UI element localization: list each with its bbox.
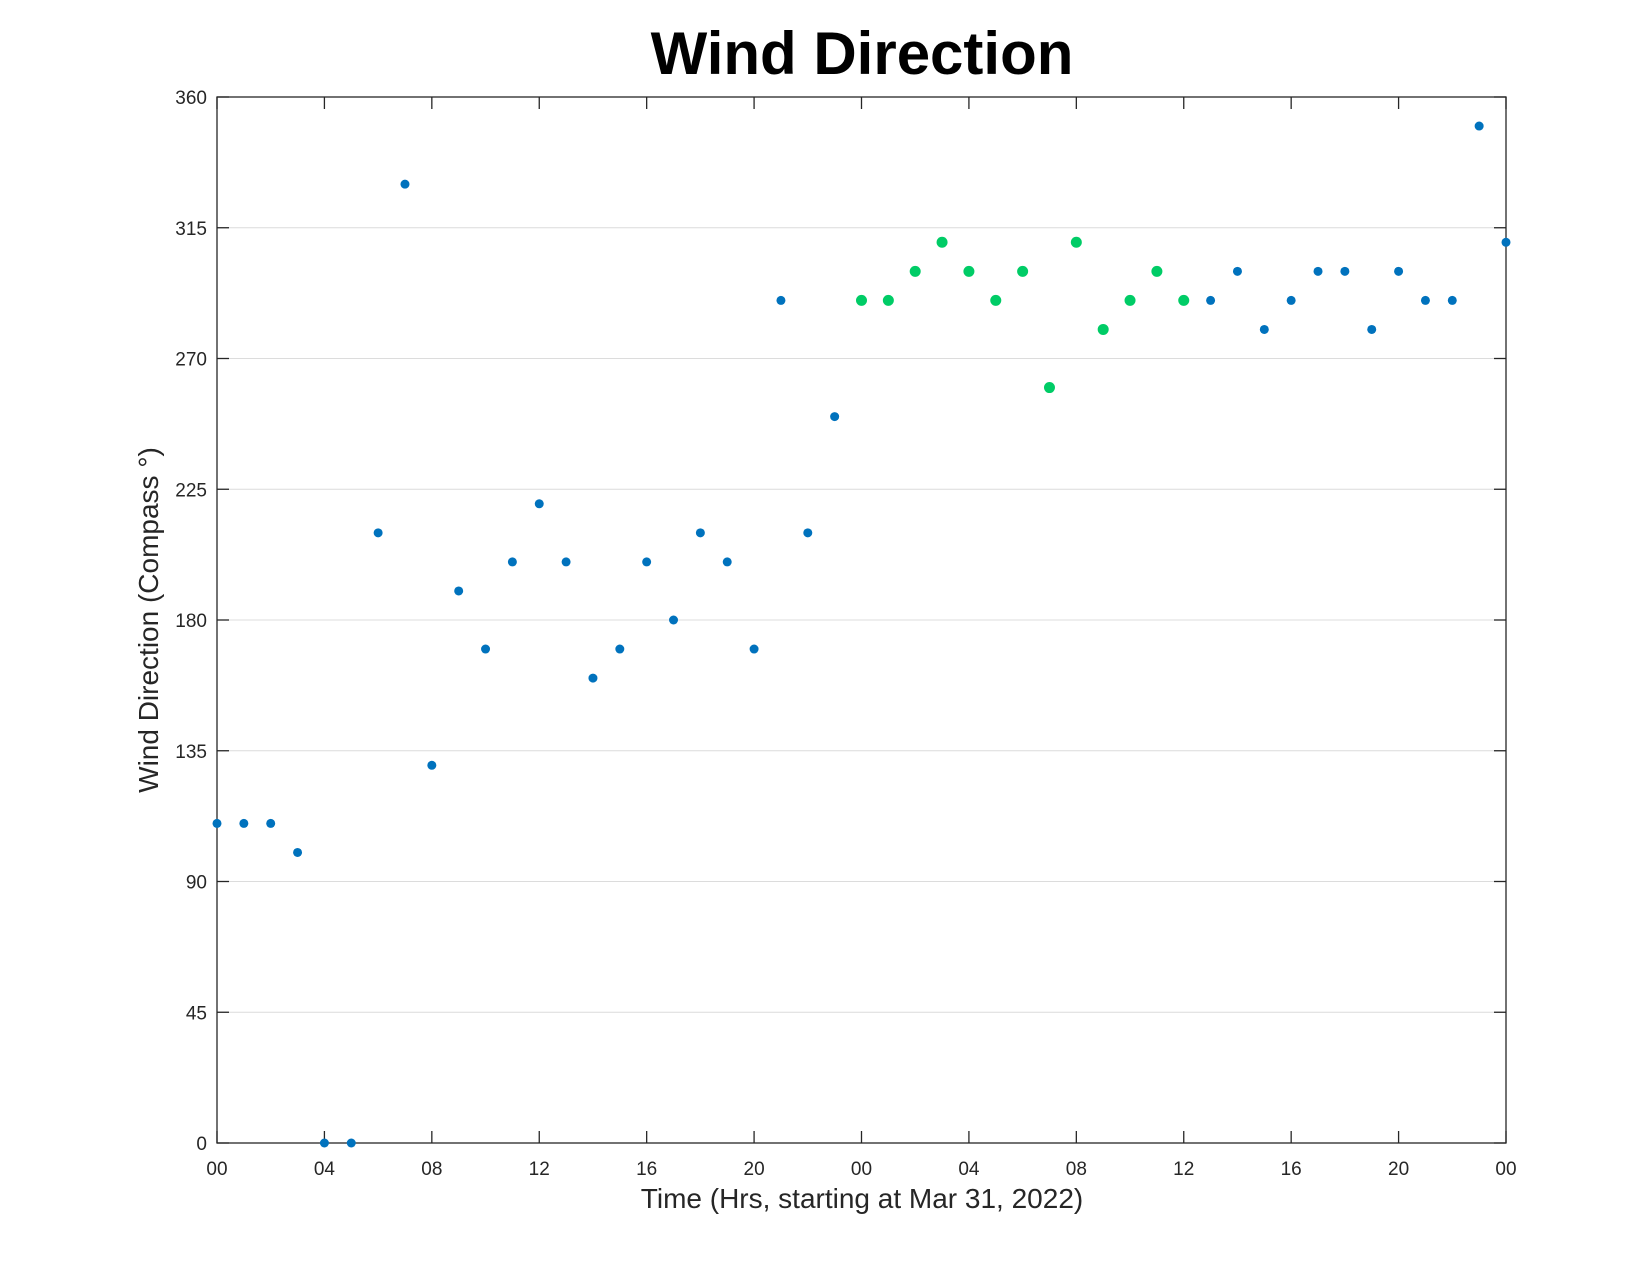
data-point	[293, 847, 303, 857]
data-point	[856, 294, 867, 306]
data-point	[1017, 265, 1029, 277]
data-point	[1043, 382, 1055, 394]
x-tick-label: 00	[1495, 1159, 1516, 1180]
data-point	[1124, 294, 1136, 306]
data-point	[803, 528, 813, 538]
x-tick-label: 08	[1066, 1159, 1087, 1180]
data-point	[319, 1138, 329, 1148]
plot-area-frame	[216, 96, 1507, 1144]
data-point	[830, 412, 840, 422]
y-tick-label: 45	[186, 1003, 207, 1024]
x-tick-label: 04	[958, 1159, 980, 1180]
x-tick-label: 16	[1281, 1159, 1302, 1180]
data-point	[909, 265, 921, 277]
data-point	[963, 265, 975, 277]
data-point	[1447, 295, 1457, 305]
data-point	[1070, 236, 1082, 248]
data-point	[1151, 265, 1163, 277]
x-axis-tick-labels: 00 04 08 12 16 20 00 04 08 12 16 20 00	[206, 1159, 1516, 1180]
data-point	[400, 179, 410, 189]
data-point	[1394, 266, 1404, 276]
data-point	[1232, 266, 1242, 276]
data-point	[695, 528, 705, 538]
data-point	[722, 557, 732, 567]
y-tick-label: 360	[175, 88, 207, 109]
y-tick-label: 135	[175, 742, 207, 763]
x-tick-label: 04	[314, 1159, 336, 1180]
data-point	[239, 818, 249, 828]
y-axis-label: Wind Direction (Compass °)	[133, 447, 164, 793]
y-tick-label: 180	[175, 611, 207, 632]
data-point	[749, 644, 759, 654]
x-tick-label: 16	[636, 1159, 657, 1180]
x-tick-label: 20	[1388, 1159, 1409, 1180]
data-point	[1286, 295, 1296, 305]
grid-lines	[217, 227, 1506, 1013]
data-point	[1313, 266, 1323, 276]
x-tick-label: 00	[851, 1159, 872, 1180]
y-tick-label: 225	[175, 480, 207, 501]
y-tick-label: 0	[196, 1134, 207, 1155]
data-point	[534, 499, 544, 509]
data-point	[1206, 295, 1216, 305]
data-point	[1501, 237, 1511, 247]
data-point	[1097, 323, 1109, 335]
y-axis-tick-labels: 0 45 90 135 180 225 270 315 360	[175, 88, 207, 1155]
data-point	[346, 1138, 356, 1148]
data-point	[936, 236, 948, 248]
data-point	[561, 557, 571, 567]
data-point	[427, 760, 437, 770]
data-point	[1420, 295, 1430, 305]
data-point	[1474, 121, 1484, 131]
data-point	[1340, 266, 1350, 276]
data-point	[882, 294, 894, 306]
data-point	[1178, 294, 1190, 306]
x-tick-label: 12	[1173, 1159, 1194, 1180]
data-point	[642, 557, 652, 567]
y-tick-label: 90	[186, 873, 207, 894]
chart-title: Wind Direction	[651, 20, 1074, 87]
data-point	[990, 294, 1002, 306]
x-axis-label: Time (Hrs, starting at Mar 31, 2022)	[641, 1183, 1083, 1214]
data-point	[212, 818, 222, 828]
data-point	[454, 586, 464, 596]
data-point	[373, 528, 383, 538]
data-point	[1367, 324, 1377, 334]
x-tick-label: 12	[529, 1159, 550, 1180]
y-tick-label: 315	[175, 219, 207, 240]
data-point	[669, 615, 679, 625]
data-points	[212, 121, 1511, 1148]
data-point	[776, 295, 786, 305]
x-tick-label: 20	[744, 1159, 765, 1180]
x-tick-label: 00	[206, 1159, 227, 1180]
y-tick-label: 270	[175, 350, 207, 371]
data-point	[481, 644, 491, 654]
data-point	[615, 644, 625, 654]
data-point	[507, 557, 517, 567]
x-tick-label: 08	[421, 1159, 442, 1180]
data-point	[1259, 324, 1269, 334]
data-point	[266, 818, 276, 828]
data-point	[588, 673, 598, 683]
